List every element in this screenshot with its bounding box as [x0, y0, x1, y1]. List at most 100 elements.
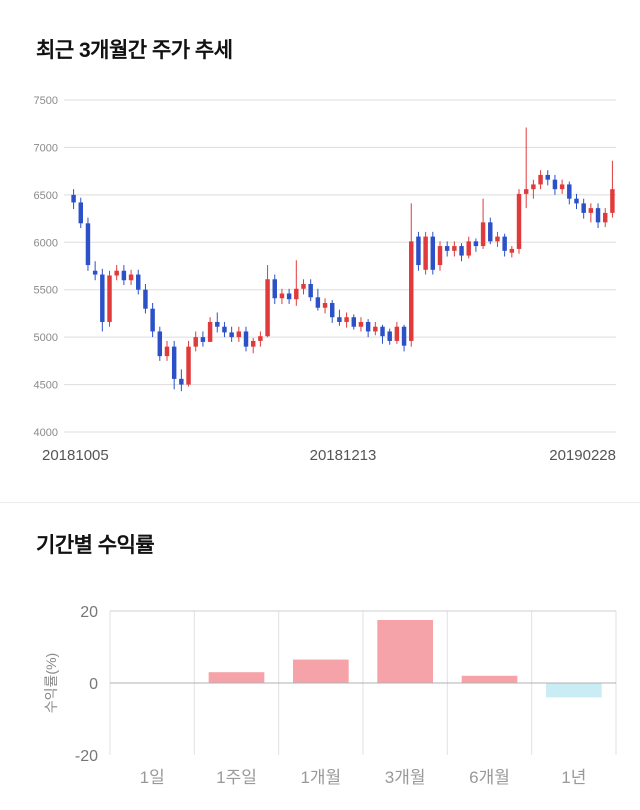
y-tick-label: 20	[80, 604, 98, 621]
candle-body	[610, 189, 615, 213]
candle-body	[92, 270, 98, 275]
candle-body	[294, 288, 299, 300]
candle-body	[200, 337, 206, 342]
candle-body	[574, 198, 579, 204]
candle-body	[322, 302, 328, 308]
candle-body	[459, 246, 464, 256]
candle-body	[301, 284, 306, 289]
y-tick-label: 5000	[34, 332, 58, 344]
candle-body	[308, 284, 313, 298]
candle-body	[186, 346, 191, 385]
y-tick-label: 7000	[34, 142, 58, 154]
candle-body	[473, 241, 479, 247]
candle-body	[114, 270, 119, 276]
price-chart-title: 최근 3개월간 주가 추세	[36, 39, 233, 62]
x-category-label: 1주일	[216, 768, 257, 787]
candle-body	[344, 317, 349, 322]
x-category-label: 6개월	[469, 768, 510, 787]
candle-body	[157, 331, 163, 357]
candle-body	[495, 236, 500, 242]
candle-body	[552, 179, 558, 190]
candle-body	[373, 326, 378, 332]
candle-body	[358, 321, 364, 327]
candle-body	[207, 321, 213, 342]
candle-body	[107, 275, 112, 322]
candle-body	[164, 346, 170, 357]
returns-chart-svg: 20 0 -20 수익률(%) 1일 1주일 1개월 3개월 6개월 1년	[43, 604, 617, 787]
x-tick-label: 20181213	[310, 447, 377, 464]
x-tick-label: 20190228	[549, 447, 616, 464]
returns-section-header: 기간별 수익률	[0, 503, 640, 559]
x-category-label: 1일	[140, 768, 165, 787]
y-tick-label: 5500	[34, 285, 58, 297]
candle-body	[286, 293, 292, 300]
candle-body	[595, 208, 601, 223]
candle-body	[215, 321, 220, 327]
y-tick-label: 6500	[34, 190, 58, 202]
candle-body	[365, 321, 371, 332]
candle-body	[545, 174, 550, 180]
candle-body	[179, 378, 184, 385]
y-tick-label: 4500	[34, 380, 58, 392]
y-axis-label: 수익률(%)	[43, 653, 59, 713]
candle-body	[401, 326, 407, 346]
candle-body	[171, 346, 177, 379]
candle-body	[243, 331, 249, 347]
candle-body	[523, 189, 529, 194]
candle-body	[531, 184, 536, 190]
candle-body	[559, 184, 565, 190]
candle-body	[602, 212, 608, 223]
candle-body	[488, 222, 493, 242]
candle-body	[250, 340, 256, 347]
candle-body	[416, 236, 421, 266]
candle-body	[85, 223, 91, 266]
candle-body	[387, 331, 392, 341]
candle-body	[394, 326, 400, 341]
candle-body	[581, 203, 586, 213]
candle-body	[452, 246, 457, 251]
candle-body	[315, 297, 321, 308]
candle-body	[258, 336, 263, 341]
candle-body	[71, 194, 76, 203]
candle-body	[509, 248, 515, 253]
candle-body	[466, 241, 471, 256]
y-tick-label: 6000	[34, 237, 58, 249]
return-bar	[208, 672, 265, 683]
section-divider	[0, 502, 640, 503]
candle-body	[437, 246, 443, 266]
candle-body	[128, 274, 134, 281]
price-section-header: 최근 3개월간 주가 추세	[0, 0, 640, 64]
candle-body	[516, 193, 522, 249]
candle-body	[265, 279, 270, 337]
candle-body	[143, 289, 148, 309]
return-bar	[293, 659, 349, 683]
returns-chart-title: 기간별 수익률	[36, 534, 155, 557]
candle-body	[272, 279, 277, 299]
candle-body	[444, 246, 450, 251]
y-tick-label: 7500	[34, 95, 58, 107]
candle-body	[150, 308, 155, 332]
candle-body	[567, 184, 572, 199]
candle-body	[279, 293, 285, 299]
x-category-label: 3개월	[385, 768, 426, 787]
x-tick-label: 20181005	[42, 447, 109, 464]
x-category-label: 1개월	[300, 768, 341, 787]
return-bar	[546, 683, 602, 698]
candle-body	[329, 302, 335, 318]
candle-body	[193, 337, 198, 347]
candle-body	[538, 174, 543, 185]
candle-body	[222, 326, 227, 333]
candle-body	[136, 274, 141, 290]
candle-body	[337, 317, 342, 322]
y-tick-label: -20	[75, 748, 98, 765]
candle-body	[121, 270, 127, 281]
y-tick-label: 4000	[34, 427, 58, 439]
candle-body	[423, 236, 428, 270]
candle-body	[351, 317, 357, 327]
candle-body	[100, 274, 105, 322]
y-tick-label: 0	[89, 676, 98, 693]
candle-body	[236, 331, 242, 338]
candle-body	[480, 222, 486, 247]
return-bar	[377, 620, 433, 683]
